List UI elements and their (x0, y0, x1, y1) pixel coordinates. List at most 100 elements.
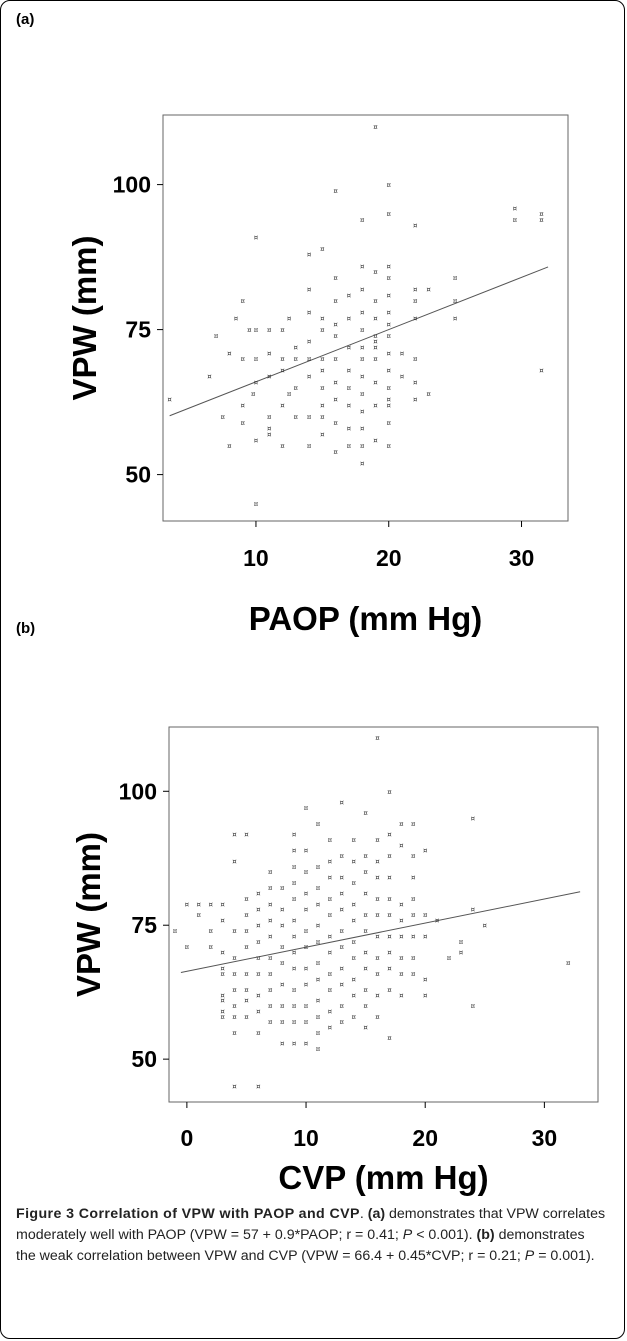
data-point: ¤ (304, 928, 309, 936)
data-point: ¤ (280, 922, 285, 930)
caption-a-text: demonstrates that VPW correlates moderat… (16, 1206, 606, 1243)
data-point: ¤ (244, 912, 249, 920)
data-point: ¤ (387, 912, 392, 920)
data-point: ¤ (316, 938, 321, 946)
data-point: ¤ (340, 890, 345, 898)
data-point: ¤ (513, 205, 518, 213)
data-point: ¤ (292, 949, 297, 957)
data-point: ¤ (375, 970, 380, 978)
data-point: ¤ (304, 1040, 309, 1048)
data-point: ¤ (423, 847, 428, 855)
data-point: ¤ (347, 402, 352, 410)
data-point: ¤ (307, 414, 312, 422)
data-point: ¤ (280, 402, 285, 410)
data-point: ¤ (304, 944, 309, 952)
data-point: ¤ (244, 831, 249, 839)
x-tick-label: 20 (412, 1125, 438, 1151)
data-point: ¤ (240, 298, 245, 306)
data-point: ¤ (413, 298, 418, 306)
data-point: ¤ (292, 917, 297, 925)
data-point: ¤ (304, 1019, 309, 1027)
data-point: ¤ (375, 858, 380, 866)
data-point: ¤ (256, 1083, 261, 1091)
data-point: ¤ (268, 1019, 273, 1027)
data-point: ¤ (387, 402, 392, 410)
data-point: ¤ (256, 970, 261, 978)
data-point: ¤ (232, 987, 237, 995)
data-point: ¤ (268, 885, 273, 893)
data-point: ¤ (387, 874, 392, 882)
y-tick-label: 75 (131, 912, 157, 938)
data-point: ¤ (316, 885, 321, 893)
data-point: ¤ (268, 987, 273, 995)
data-point: ¤ (307, 286, 312, 294)
data-point: ¤ (423, 933, 428, 941)
data-point: ¤ (328, 912, 333, 920)
caption-a-label: (a) (367, 1206, 386, 1222)
data-point: ¤ (292, 895, 297, 903)
data-point: ¤ (268, 917, 273, 925)
data-point: ¤ (251, 390, 256, 398)
data-point: ¤ (375, 895, 380, 903)
data-point: ¤ (387, 274, 392, 282)
regression-line (169, 266, 549, 417)
data-point: ¤ (294, 344, 299, 352)
data-point: ¤ (307, 356, 312, 364)
data-point: ¤ (411, 954, 416, 962)
data-point: ¤ (268, 869, 273, 877)
data-point: ¤ (220, 1008, 225, 1016)
data-point: ¤ (340, 981, 345, 989)
data-point: ¤ (363, 1024, 368, 1032)
data-point: ¤ (539, 216, 544, 224)
data-point: ¤ (411, 874, 416, 882)
data-point: ¤ (316, 1013, 321, 1021)
data-point: ¤ (399, 901, 404, 909)
data-point: ¤ (240, 402, 245, 410)
data-point: ¤ (292, 863, 297, 871)
data-point: ¤ (256, 938, 261, 946)
data-point: ¤ (471, 1003, 476, 1011)
data-point: ¤ (340, 944, 345, 952)
data-point: ¤ (373, 298, 378, 306)
data-point: ¤ (292, 1003, 297, 1011)
data-point: ¤ (320, 414, 325, 422)
data-point: ¤ (360, 327, 365, 335)
data-point: ¤ (360, 286, 365, 294)
data-point: ¤ (387, 350, 392, 358)
x-tick-label: 20 (376, 545, 402, 571)
data-point: ¤ (232, 831, 237, 839)
data-point: ¤ (411, 853, 416, 861)
data-point: ¤ (267, 327, 272, 335)
data-point: ¤ (387, 367, 392, 375)
data-point: ¤ (268, 954, 273, 962)
data-point: ¤ (316, 863, 321, 871)
data-point: ¤ (347, 425, 352, 433)
data-point: ¤ (268, 970, 273, 978)
caption-title-end: . (359, 1206, 368, 1222)
data-point: ¤ (208, 944, 213, 952)
data-point: ¤ (363, 890, 368, 898)
x-tick-label: 30 (509, 545, 535, 571)
data-point: ¤ (399, 954, 404, 962)
data-point: ¤ (292, 987, 297, 995)
data-point: ¤ (387, 831, 392, 839)
data-point: ¤ (232, 954, 237, 962)
data-point: ¤ (220, 901, 225, 909)
panel-label-b: (b) (16, 620, 36, 637)
data-point: ¤ (280, 443, 285, 451)
data-point: ¤ (292, 933, 297, 941)
data-point: ¤ (232, 1029, 237, 1037)
data-point: ¤ (413, 286, 418, 294)
x-tick-label: 30 (532, 1125, 558, 1151)
y-tick-label: 100 (113, 172, 151, 198)
data-point: ¤ (316, 960, 321, 968)
data-point: ¤ (399, 933, 404, 941)
data-point: ¤ (459, 949, 464, 957)
data-point: ¤ (363, 965, 368, 973)
data-point: ¤ (483, 922, 488, 930)
data-point: ¤ (320, 367, 325, 375)
data-point: ¤ (373, 379, 378, 387)
data-point: ¤ (387, 895, 392, 903)
data-point: ¤ (387, 933, 392, 941)
